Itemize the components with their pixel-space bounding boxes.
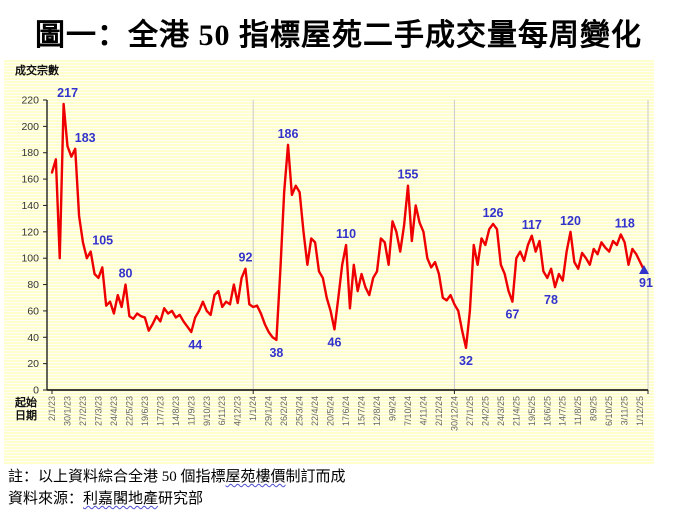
chart-svg: 0 20 40 60 80 100 120 140 160 180 200 220 2/1/23 30/1… xyxy=(21,86,653,431)
x-tick-label: 30/1/23 xyxy=(62,396,72,426)
y-tick-label: 80 xyxy=(27,279,39,291)
y-tick-label: 220 xyxy=(21,95,39,107)
x-tick-label: 19/6/23 xyxy=(140,396,150,426)
x-tick-label: 4/12/23 xyxy=(233,396,243,426)
x-tick-label: 14/7/25 xyxy=(558,396,568,426)
y-tick-label: 20 xyxy=(27,358,39,370)
data-label: 78 xyxy=(544,293,558,307)
x-tick-label: 21/4/25 xyxy=(511,396,521,426)
x-tick-label: 2/12/24 xyxy=(434,396,444,426)
x-tick-label: 30/12/24 xyxy=(449,396,459,431)
x-tick-label: 1/12/25 xyxy=(635,396,645,426)
data-label: 92 xyxy=(239,251,253,265)
last-point-marker xyxy=(639,265,649,275)
x-tick-label: 22/5/23 xyxy=(124,396,134,426)
x-tick-label: 19/5/25 xyxy=(527,396,537,426)
x-tick-label: 9/9/24 xyxy=(387,396,397,421)
source-text: 資料來源： xyxy=(8,491,84,507)
data-label: 117 xyxy=(522,218,542,232)
source-underlined-text: 利嘉閣地產 xyxy=(83,491,159,507)
x-tick-label: 17/7/23 xyxy=(155,396,165,426)
x-tick-label: 22/4/24 xyxy=(310,396,320,426)
data-label: 46 xyxy=(328,335,342,349)
data-label: 110 xyxy=(336,227,356,241)
y-tick-label: 40 xyxy=(27,332,39,344)
x-tick-label: 29/1/24 xyxy=(264,396,274,426)
x-tick-label: 24/3/25 xyxy=(496,396,506,426)
x-tick-label: 27/3/23 xyxy=(93,396,103,426)
note-text: 註：以上資料綜合全港 50 個指標 xyxy=(8,469,226,485)
x-axis-title: 起始日期 xyxy=(15,397,37,422)
note-line: 註：以上資料綜合全港 50 個指標屋苑樓價制訂而成 xyxy=(8,466,346,488)
data-label: 44 xyxy=(188,338,202,352)
x-tick-label: 6/10/25 xyxy=(604,396,614,426)
x-tick-label: 8/9/25 xyxy=(589,396,599,421)
note-underlined-text: 屋苑樓價 xyxy=(225,469,286,485)
data-label: 217 xyxy=(57,86,78,100)
y-tick-label: 200 xyxy=(21,121,39,133)
x-tick-label: 15/7/24 xyxy=(357,396,367,426)
y-tick-label: 100 xyxy=(21,253,39,265)
x-tick-label: 12/8/24 xyxy=(372,396,382,426)
x-tick-label: 9/10/23 xyxy=(202,396,212,426)
x-tick-label: 4/11/24 xyxy=(418,396,428,425)
data-label: 80 xyxy=(119,267,133,281)
x-tick-label: 1/1/24 xyxy=(248,396,258,421)
x-tick-label: 20/5/24 xyxy=(326,396,336,426)
data-label: 32 xyxy=(459,354,473,368)
data-label: 67 xyxy=(505,308,519,322)
y-tick-label: 140 xyxy=(21,200,39,212)
data-label: 183 xyxy=(75,131,96,145)
x-tick-label: 2/1/23 xyxy=(47,396,57,421)
x-tick-label: 27/2/23 xyxy=(78,396,88,426)
y-tick-label: 120 xyxy=(21,226,39,238)
data-label: 126 xyxy=(483,206,504,220)
x-tick-label: 27/1/25 xyxy=(465,396,475,426)
data-label: 91 xyxy=(639,276,653,290)
x-tick-label: 3/11/25 xyxy=(620,396,630,425)
x-tick-label: 26/2/24 xyxy=(279,396,289,426)
series-line xyxy=(50,102,646,350)
x-tick-label: 7/10/24 xyxy=(403,396,413,426)
y-tick-label: 0 xyxy=(33,385,39,397)
source-text: 研究部 xyxy=(158,491,204,507)
source-line: 資料來源：利嘉閣地產研究部 xyxy=(8,488,346,510)
x-tick-label: 11/8/25 xyxy=(573,396,583,425)
data-label: 186 xyxy=(278,127,299,141)
x-tick-label: 25/3/24 xyxy=(295,396,305,426)
data-label: 155 xyxy=(398,168,419,182)
x-tick-label: 6/11/23 xyxy=(217,396,227,425)
y-tick-label: 180 xyxy=(21,147,39,159)
y-tick-label: 60 xyxy=(27,305,39,317)
chart-plot-background xyxy=(4,60,654,464)
x-tick-label: 24/4/23 xyxy=(109,396,119,426)
y-tick-label: 160 xyxy=(21,174,39,186)
note-text: 制訂而成 xyxy=(285,469,346,485)
x-tick-label: 11/9/23 xyxy=(186,396,196,425)
x-tick-label: 17/6/24 xyxy=(341,396,351,426)
data-label: 38 xyxy=(269,346,283,360)
x-tick-label: 24/2/25 xyxy=(480,396,490,426)
data-label: 118 xyxy=(615,216,635,230)
x-tick-label: 16/6/25 xyxy=(542,396,552,426)
chart-notes: 註：以上資料綜合全港 50 個指標屋苑樓價制訂而成 資料來源：利嘉閣地產研究部 xyxy=(8,466,346,510)
y-axis-title: 成交宗數 xyxy=(15,65,59,77)
page-title: 圖一：全港 50 指標屋苑二手成交量每周變化 xyxy=(35,19,642,52)
data-label: 120 xyxy=(560,214,581,228)
data-label: 105 xyxy=(92,234,113,248)
x-tick-label: 14/8/23 xyxy=(171,396,181,426)
